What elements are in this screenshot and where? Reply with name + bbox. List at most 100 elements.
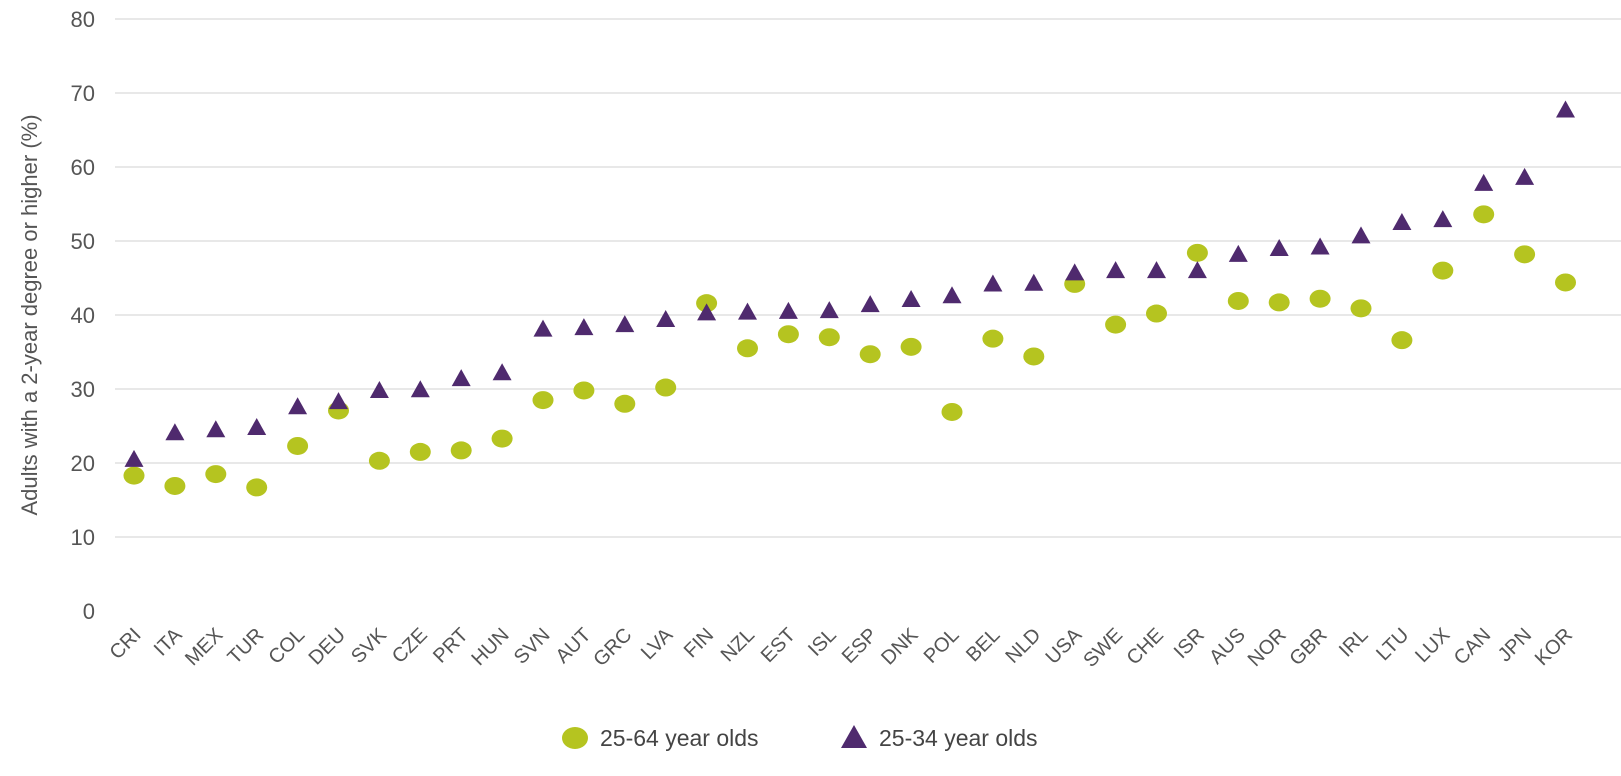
point-25-34-bel <box>983 274 1003 292</box>
point-25-34-fin <box>697 303 717 321</box>
point-25-64-dnk <box>900 337 922 356</box>
point-25-64-esp <box>859 345 881 364</box>
legend-label-25-34: 25-34 year olds <box>879 725 1038 751</box>
x-category-label-can: CAN <box>1450 624 1495 669</box>
point-25-34-deu <box>329 392 348 410</box>
point-25-34-tur <box>247 418 267 436</box>
point-25-34-svn <box>533 319 553 337</box>
x-category-label-swe: SWE <box>1079 624 1127 672</box>
point-25-64-est <box>777 325 799 344</box>
point-25-64-prt <box>450 441 472 460</box>
x-category-label-jpn: JPN <box>1494 624 1536 666</box>
point-25-64-irl <box>1350 299 1372 318</box>
x-category-label-gbr: GBR <box>1285 624 1331 670</box>
point-25-64-hun <box>491 429 513 448</box>
point-25-34-usa <box>1065 263 1085 281</box>
x-category-label-grc: GRC <box>589 624 636 671</box>
point-25-64-svn <box>532 391 554 410</box>
x-category-label-cri: CRI <box>106 624 146 664</box>
point-25-34-isr <box>1187 261 1207 279</box>
gridlines <box>115 18 1621 538</box>
point-25-64-grc <box>614 394 636 413</box>
y-tick-label-60: 60 <box>71 155 95 180</box>
x-category-label-nor: NOR <box>1244 624 1291 671</box>
x-category-label-kor: KOR <box>1531 624 1577 670</box>
point-25-34-lva <box>656 309 676 327</box>
x-category-label-isl: ISL <box>804 624 841 661</box>
point-25-64-pol <box>941 402 963 421</box>
point-25-64-mex <box>205 465 227 484</box>
point-25-64-gbr <box>1309 289 1331 308</box>
point-25-64-isr <box>1186 243 1208 262</box>
legend: 25-64 year olds 25-34 year olds <box>562 725 1038 751</box>
point-25-34-swe <box>1106 261 1126 279</box>
point-25-34-svk <box>369 381 389 399</box>
x-category-label-esp: ESP <box>838 624 882 668</box>
point-25-64-nor <box>1268 293 1290 312</box>
point-25-34-mex <box>206 420 226 438</box>
point-25-64-cze <box>409 442 431 461</box>
x-category-label-mex: MEX <box>181 624 227 670</box>
legend-label-25-64: 25-64 year olds <box>600 725 759 751</box>
x-category-label-nld: NLD <box>1001 624 1045 668</box>
point-25-64-col <box>287 436 309 455</box>
point-25-64-lva <box>655 378 677 397</box>
y-tick-label-70: 70 <box>71 81 95 106</box>
point-25-34-hun <box>492 363 512 381</box>
x-category-label-prt: PRT <box>429 624 473 668</box>
x-category-label-tur: TUR <box>224 624 269 669</box>
point-25-34-jpn <box>1515 167 1535 185</box>
x-category-label-isr: ISR <box>1170 624 1209 663</box>
point-25-34-ita <box>165 423 185 441</box>
point-25-34-dnk <box>901 290 921 307</box>
point-25-34-irl <box>1351 226 1371 244</box>
point-25-64-isl <box>818 328 840 347</box>
y-tick-label-80: 80 <box>71 7 95 32</box>
x-category-label-fin: FIN <box>680 624 718 662</box>
point-25-64-can <box>1473 205 1495 224</box>
point-25-34-isl <box>819 301 839 319</box>
point-25-34-cze <box>410 380 430 398</box>
point-25-34-ltu <box>1392 213 1412 231</box>
x-category-label-aut: AUT <box>552 624 596 668</box>
data-markers <box>123 100 1576 497</box>
point-25-34-lux <box>1433 210 1453 228</box>
x-category-label-che: CHE <box>1123 624 1168 669</box>
x-category-label-dnk: DNK <box>877 624 923 670</box>
point-25-64-tur <box>246 478 268 497</box>
x-category-label-bel: BEL <box>962 624 1004 666</box>
x-category-label-aus: AUS <box>1205 624 1250 669</box>
x-category-label-pol: POL <box>920 624 964 668</box>
point-25-64-nld <box>1023 347 1045 366</box>
y-tick-label-0: 0 <box>83 599 95 624</box>
y-tick-label-40: 40 <box>71 303 95 328</box>
x-category-label-nzl: NZL <box>717 624 759 666</box>
point-25-64-lux <box>1432 261 1454 280</box>
point-25-64-ita <box>164 476 186 495</box>
point-25-64-kor <box>1555 273 1576 292</box>
point-25-64-swe <box>1105 315 1127 334</box>
point-25-64-jpn <box>1514 245 1536 264</box>
y-tick-label-10: 10 <box>71 525 95 550</box>
x-category-label-svk: SVK <box>347 624 391 668</box>
y-tick-label-20: 20 <box>71 451 95 476</box>
x-category-label-cze: CZE <box>388 624 432 668</box>
point-25-34-aus <box>1228 244 1248 262</box>
x-category-label-hun: HUN <box>467 624 513 670</box>
point-25-34-aut <box>574 318 594 336</box>
point-25-64-svk <box>368 451 390 470</box>
x-category-label-lva: LVA <box>637 624 678 665</box>
point-25-64-aut <box>573 381 595 400</box>
point-25-34-kor <box>1556 100 1575 118</box>
x-category-label-deu: DEU <box>305 624 350 669</box>
point-25-64-fin <box>696 294 718 313</box>
legend-triangle-icon <box>841 725 867 748</box>
point-25-64-bel <box>982 329 1004 348</box>
x-category-label-ltu: LTU <box>1372 624 1413 665</box>
point-25-64-ltu <box>1391 331 1413 350</box>
point-25-34-prt <box>451 369 471 387</box>
point-25-34-est <box>778 301 798 319</box>
